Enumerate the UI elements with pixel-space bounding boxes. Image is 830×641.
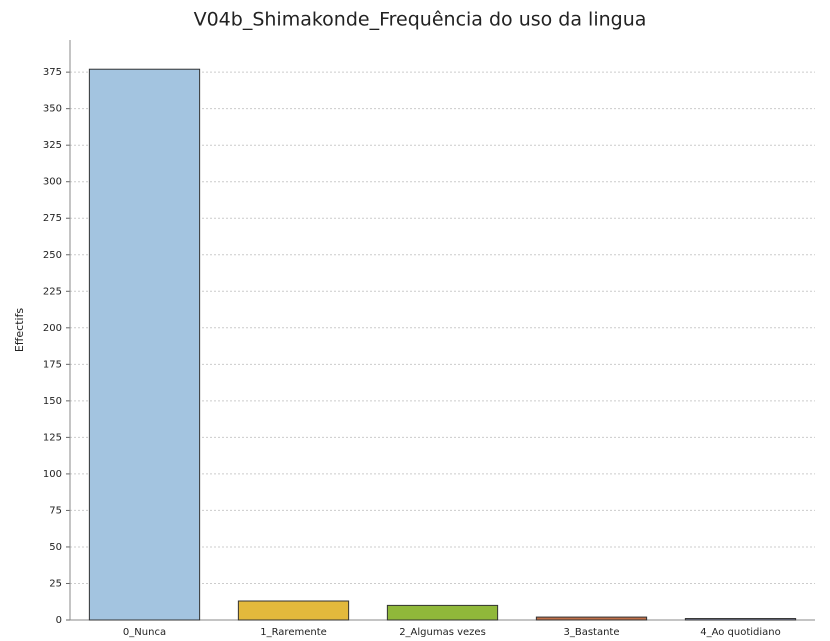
- y-tick-label: 125: [43, 432, 62, 443]
- bar: [88, 68, 201, 621]
- y-tick-label: 350: [43, 104, 62, 115]
- y-tick-label: 275: [43, 213, 62, 224]
- x-tick-label: 3_Bastante: [563, 627, 619, 638]
- x-tick-label: 2_Algumas vezes: [399, 627, 486, 638]
- y-tick-label: 25: [49, 578, 62, 589]
- y-tick-label: 75: [49, 505, 62, 516]
- x-tick-label: 0_Nunca: [123, 627, 166, 638]
- y-axis-label: Effectifs: [13, 308, 26, 353]
- y-tick-label: 250: [43, 250, 62, 261]
- y-tick-label: 300: [43, 177, 62, 188]
- x-tick-label: 4_Ao quotidiano: [700, 627, 781, 638]
- y-tick-label: 0: [56, 615, 62, 626]
- x-tick-label: 1_Raremente: [260, 627, 327, 638]
- chart-title: V04b_Shimakonde_Frequência do uso da lin…: [194, 9, 647, 31]
- bar: [386, 604, 499, 621]
- y-tick-label: 200: [43, 323, 62, 334]
- y-tick-label: 50: [49, 542, 62, 553]
- bar: [237, 600, 350, 621]
- y-tick-label: 150: [43, 396, 62, 407]
- bar: [684, 618, 797, 621]
- y-tick-label: 225: [43, 286, 62, 297]
- y-tick-label: 100: [43, 469, 62, 480]
- y-tick-label: 375: [43, 67, 62, 78]
- y-tick-label: 325: [43, 140, 62, 151]
- bar: [535, 616, 648, 621]
- y-tick-label: 175: [43, 359, 62, 370]
